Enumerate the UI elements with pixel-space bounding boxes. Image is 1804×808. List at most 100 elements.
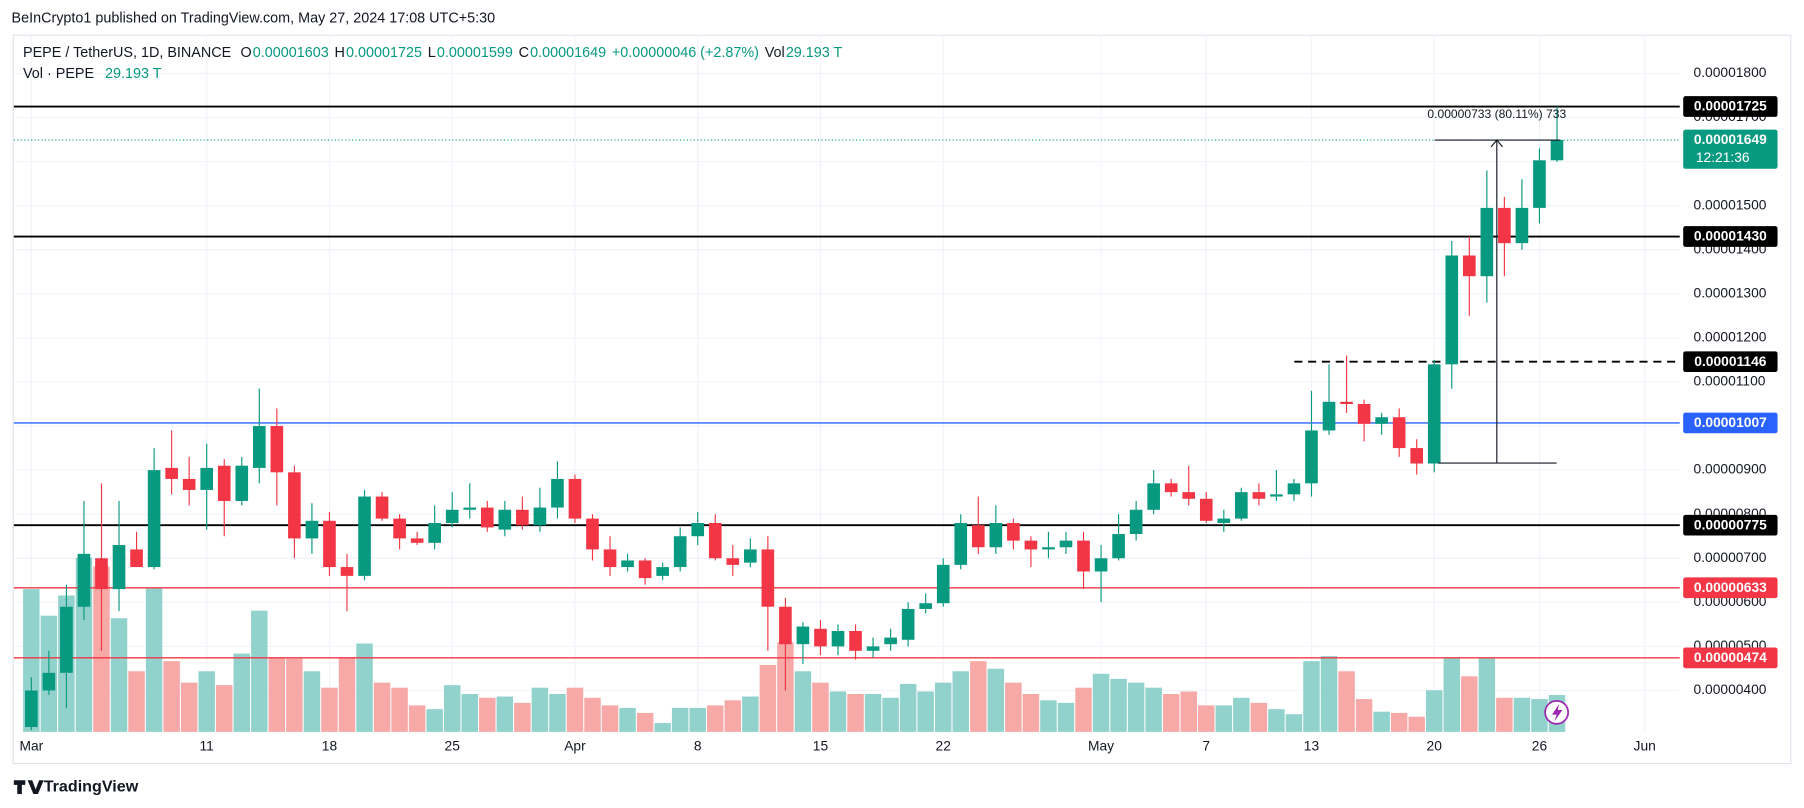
candle-body	[726, 558, 740, 565]
candle-body	[445, 509, 459, 523]
volume-bar	[1478, 657, 1496, 732]
candle-body	[375, 496, 389, 519]
volume-bar	[321, 687, 338, 732]
candle-body	[1164, 483, 1178, 493]
candle-body	[656, 567, 669, 576]
volume-bar	[233, 653, 251, 732]
x-tick-label: 8	[694, 738, 702, 753]
candle-body	[516, 509, 529, 526]
candle-body	[1515, 207, 1529, 244]
volume-bar	[1005, 682, 1022, 732]
candle-body	[1147, 483, 1160, 510]
volume-bar	[864, 694, 882, 732]
x-tick-label: 25	[445, 738, 461, 753]
candle-body	[708, 522, 722, 559]
time-axis: Mar 11 18 25 Apr 8 15 22 May 7 13 20 26 Jun	[19, 738, 1655, 753]
candle-body	[1235, 492, 1248, 519]
volume-bar	[443, 685, 461, 732]
volume-bar	[1303, 661, 1320, 732]
volume-bar	[1408, 716, 1425, 732]
volume-bar	[970, 661, 987, 732]
volume-bar	[110, 618, 128, 732]
volume-bar	[286, 658, 303, 732]
candle-body	[323, 520, 336, 568]
candle-body	[1059, 540, 1073, 548]
candle-body	[200, 467, 214, 490]
candle-body	[533, 507, 547, 526]
candle-body	[1270, 494, 1283, 497]
x-tick-label: 7	[1202, 738, 1210, 753]
volume-bar	[584, 697, 601, 732]
y-tick-label: 0.00001800	[1694, 65, 1767, 80]
x-tick-label: May	[1088, 738, 1114, 753]
legend-key: L	[428, 45, 436, 61]
candle-body	[1182, 492, 1196, 499]
candle-body	[358, 496, 371, 576]
volume-bar	[1285, 714, 1303, 732]
candle-body	[498, 509, 512, 530]
y-tick-label: 0.00001500	[1694, 197, 1767, 212]
candle-body	[95, 558, 108, 590]
candle-body	[1498, 207, 1511, 244]
candle-body	[480, 507, 494, 528]
candle-body	[410, 538, 424, 543]
last-price-tag	[1683, 129, 1778, 169]
candle-body	[603, 549, 617, 568]
candle-body	[568, 478, 582, 519]
y-tick-label: 0.00001300	[1694, 285, 1767, 300]
candle-body	[866, 646, 880, 651]
volume-bar	[882, 697, 899, 732]
candles	[25, 106, 1564, 731]
legend-value: 0.00001725	[346, 45, 422, 61]
candle-body	[1533, 160, 1546, 208]
candle-body	[1112, 534, 1125, 559]
candle-body	[235, 465, 249, 501]
volume-bar	[1461, 676, 1478, 732]
volume-bar	[1057, 702, 1075, 732]
volume-bar	[1268, 709, 1285, 732]
volume-bar	[1338, 671, 1355, 732]
candle-body	[1094, 558, 1108, 572]
legend-key: H	[335, 45, 345, 61]
level-tag	[1683, 96, 1778, 117]
level-tag	[1683, 226, 1778, 247]
candle-body	[77, 553, 91, 607]
volume-value: 29.193 T	[105, 66, 162, 82]
candle-body	[270, 426, 284, 473]
volume-bar	[514, 702, 531, 732]
volume-bar	[163, 661, 180, 732]
candle-body	[112, 545, 126, 590]
candle-body	[1305, 430, 1318, 484]
volume-bar	[1496, 697, 1513, 732]
level-tag-label: 0.00001725	[1694, 99, 1767, 114]
candle-body	[936, 564, 950, 604]
y-tick-label: 0.00000700	[1694, 550, 1767, 565]
volume-bar	[1320, 656, 1338, 732]
volume-bar	[1075, 687, 1092, 732]
volume-bar	[461, 694, 478, 732]
x-tick-label: Apr	[564, 738, 586, 753]
volume-bar	[917, 691, 934, 732]
candle-body	[1462, 255, 1476, 277]
level-tag	[1683, 351, 1778, 373]
volume-bar	[1145, 687, 1162, 732]
candle-body	[393, 518, 406, 539]
candle-body	[884, 637, 897, 645]
candle-body	[919, 603, 933, 609]
publisher-header: BeInCrypto1 published on TradingView.com…	[12, 10, 496, 26]
candle-body	[1445, 255, 1459, 365]
candle-body	[551, 478, 564, 508]
volume-bar	[829, 691, 847, 732]
volume-bar	[1180, 691, 1197, 732]
volume-bar	[198, 671, 215, 732]
candle-body	[165, 467, 178, 479]
volume-bar	[1198, 705, 1215, 732]
volume-bar	[303, 671, 321, 732]
level-tag-label: 0.00001007	[1694, 415, 1767, 430]
level-tag	[1683, 577, 1778, 599]
candle-body	[252, 426, 266, 468]
volume-bar	[952, 671, 970, 732]
candle-body	[1077, 540, 1090, 572]
volume-bar	[1531, 699, 1548, 732]
volume-bar	[1092, 673, 1110, 732]
